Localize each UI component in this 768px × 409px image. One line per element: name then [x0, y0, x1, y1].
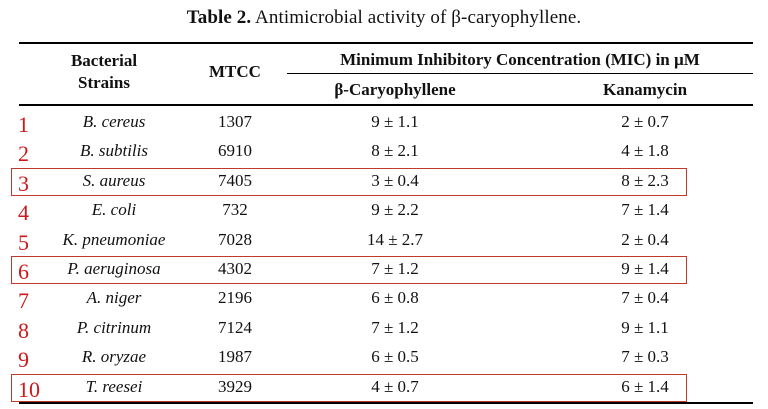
row-number: 8	[18, 317, 29, 343]
strain-name: T. reesei	[85, 376, 143, 396]
beta-caryophyllene-mic: 6 ± 0.5	[371, 347, 419, 367]
header-beta-caryophyllene: β-Caryophyllene	[334, 80, 456, 99]
row-number: 7	[18, 288, 29, 314]
bottom-rule	[19, 402, 753, 404]
kanamycin-mic: 9 ± 1.4	[621, 259, 669, 278]
strain-name: P. citrinum	[76, 317, 152, 337]
row-number: 4	[18, 200, 29, 226]
strain-name: A. niger	[86, 288, 142, 308]
mtcc-value: 7124	[218, 317, 252, 337]
beta-caryophyllene-mic: 14 ± 2.7	[366, 229, 424, 249]
kanamycin-mic: 8 ± 2.3	[621, 170, 669, 190]
kanamycin-mic: 7 ± 0.3	[621, 347, 669, 367]
strain-name: B. subtilis	[79, 141, 148, 161]
table-caption-label: Table 2.	[186, 7, 252, 28]
row-number: 6	[18, 259, 29, 284]
header-kanamycin: Kanamycin	[602, 80, 688, 99]
kanamycin-mic: 9 ± 1.1	[621, 317, 669, 337]
table-caption: Table 2. Antimicrobial activity of β-car…	[0, 7, 768, 29]
mtcc-value: 2196	[218, 288, 252, 308]
header-strains-line2: Strains	[78, 73, 130, 92]
kanamycin-mic: 6 ± 1.4	[621, 376, 669, 396]
highlight-box	[11, 256, 687, 285]
strain-name: P. aeruginosa	[67, 259, 161, 278]
top-rule	[19, 42, 753, 44]
mtcc-value: 1307	[218, 112, 252, 131]
strain-name: K. pneumoniae	[62, 229, 166, 249]
header-strains: Bacterial Strains	[44, 50, 164, 94]
beta-caryophyllene-mic: 4 ± 0.7	[371, 376, 419, 396]
mtcc-value: 6910	[218, 141, 252, 161]
kanamycin-mic: 7 ± 1.4	[621, 200, 669, 220]
strain-name: S. aureus	[82, 170, 146, 190]
kanamycin-mic: 7 ± 0.4	[621, 288, 669, 308]
kanamycin-mic: 2 ± 0.7	[621, 112, 669, 131]
beta-caryophyllene-mic: 7 ± 1.2	[371, 259, 419, 278]
mtcc-value: 7028	[218, 229, 252, 249]
row-number: 10	[18, 376, 40, 402]
strain-name: R. oryzae	[81, 347, 147, 367]
kanamycin-mic: 2 ± 0.4	[621, 229, 669, 249]
mtcc-value: 732	[222, 200, 248, 220]
mtcc-value: 4302	[218, 259, 252, 278]
beta-caryophyllene-mic: 6 ± 0.8	[371, 288, 419, 308]
highlight-box	[11, 373, 687, 402]
mtcc-value: 1987	[218, 347, 252, 367]
row-number: 1	[18, 112, 29, 137]
strain-name: B. cereus	[82, 112, 146, 131]
beta-caryophyllene-mic: 7 ± 1.2	[371, 317, 419, 337]
beta-caryophyllene-mic: 3 ± 0.4	[371, 170, 419, 190]
row-number: 2	[18, 141, 29, 167]
beta-caryophyllene-mic: 8 ± 2.1	[371, 141, 419, 161]
highlight-box	[11, 167, 687, 197]
header-strains-line1: Bacterial	[70, 51, 138, 70]
kanamycin-mic: 4 ± 1.8	[621, 141, 669, 161]
table-caption-text: Antimicrobial activity of β-caryophyllen…	[255, 7, 582, 28]
beta-caryophyllene-mic: 9 ± 2.2	[371, 200, 419, 220]
row-number: 3	[18, 170, 29, 196]
mtcc-value: 7405	[218, 170, 252, 190]
strain-name: E. coli	[91, 200, 137, 220]
beta-caryophyllene-mic: 9 ± 1.1	[371, 112, 419, 131]
row-number: 5	[18, 229, 29, 255]
row-number: 9	[18, 347, 29, 373]
header-mtcc: MTCC	[209, 62, 261, 81]
header-bottom-rule	[19, 104, 753, 106]
header-mic-group: Minimum Inhibitory Concentration (MIC) i…	[340, 50, 700, 69]
group-rule	[287, 73, 753, 74]
mtcc-value: 3929	[218, 376, 252, 396]
